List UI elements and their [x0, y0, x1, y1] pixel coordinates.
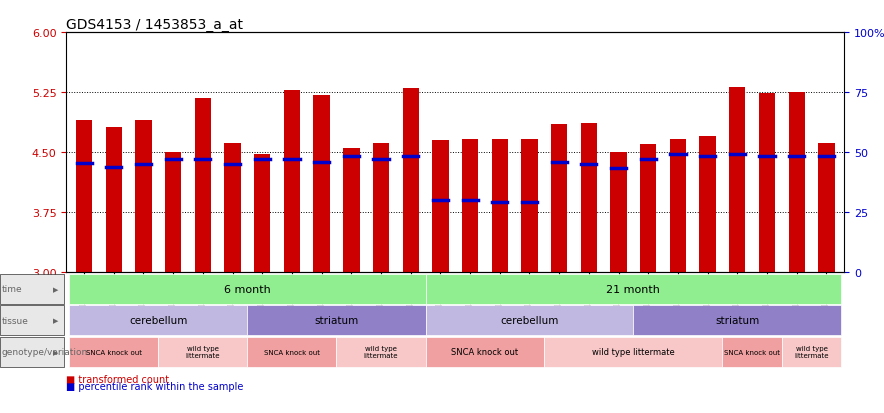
Text: striatum: striatum [715, 316, 759, 325]
Bar [729, 87, 745, 273]
Bar [789, 93, 804, 273]
Text: cerebellum: cerebellum [500, 316, 559, 325]
Bar [758, 94, 775, 273]
Bar [610, 153, 627, 273]
Text: SNCA knock out: SNCA knock out [86, 349, 141, 355]
Text: time: time [2, 285, 22, 294]
Text: SNCA knock out: SNCA knock out [724, 349, 781, 355]
Bar [402, 89, 419, 273]
Text: ▶: ▶ [53, 318, 58, 323]
Bar [135, 121, 152, 273]
Text: ▶: ▶ [53, 286, 58, 292]
Bar [76, 121, 92, 273]
Text: GDS4153 / 1453853_a_at: GDS4153 / 1453853_a_at [66, 18, 243, 32]
Bar [254, 154, 271, 273]
Bar [522, 140, 537, 273]
Bar [670, 140, 686, 273]
Bar [819, 143, 834, 273]
Text: SNCA knock out: SNCA knock out [264, 349, 320, 355]
Text: wild type
littermate: wild type littermate [186, 345, 220, 358]
Bar [165, 153, 181, 273]
Bar [284, 90, 301, 273]
Text: cerebellum: cerebellum [129, 316, 187, 325]
Bar [225, 143, 240, 273]
Bar [462, 140, 478, 273]
Bar [194, 99, 211, 273]
Text: genotype/variation: genotype/variation [2, 347, 88, 356]
Text: tissue: tissue [2, 316, 28, 325]
Text: striatum: striatum [315, 316, 359, 325]
Text: wild type
littermate: wild type littermate [795, 345, 829, 358]
Text: SNCA knock out: SNCA knock out [452, 347, 519, 356]
Text: 6 month: 6 month [224, 284, 271, 294]
Text: ▶: ▶ [53, 349, 58, 355]
Bar [699, 137, 716, 273]
Text: ■ percentile rank within the sample: ■ percentile rank within the sample [66, 381, 244, 391]
Text: wild type littermate: wild type littermate [592, 347, 674, 356]
Bar [640, 145, 657, 273]
Text: ■ transformed count: ■ transformed count [66, 374, 170, 384]
Text: wild type
littermate: wild type littermate [364, 345, 399, 358]
Bar [551, 125, 568, 273]
Text: 21 month: 21 month [606, 284, 660, 294]
Bar [432, 141, 448, 273]
Bar [106, 127, 122, 273]
Bar [314, 95, 330, 273]
Bar [581, 124, 597, 273]
Bar [492, 140, 508, 273]
Bar [343, 149, 360, 273]
Bar [373, 143, 389, 273]
